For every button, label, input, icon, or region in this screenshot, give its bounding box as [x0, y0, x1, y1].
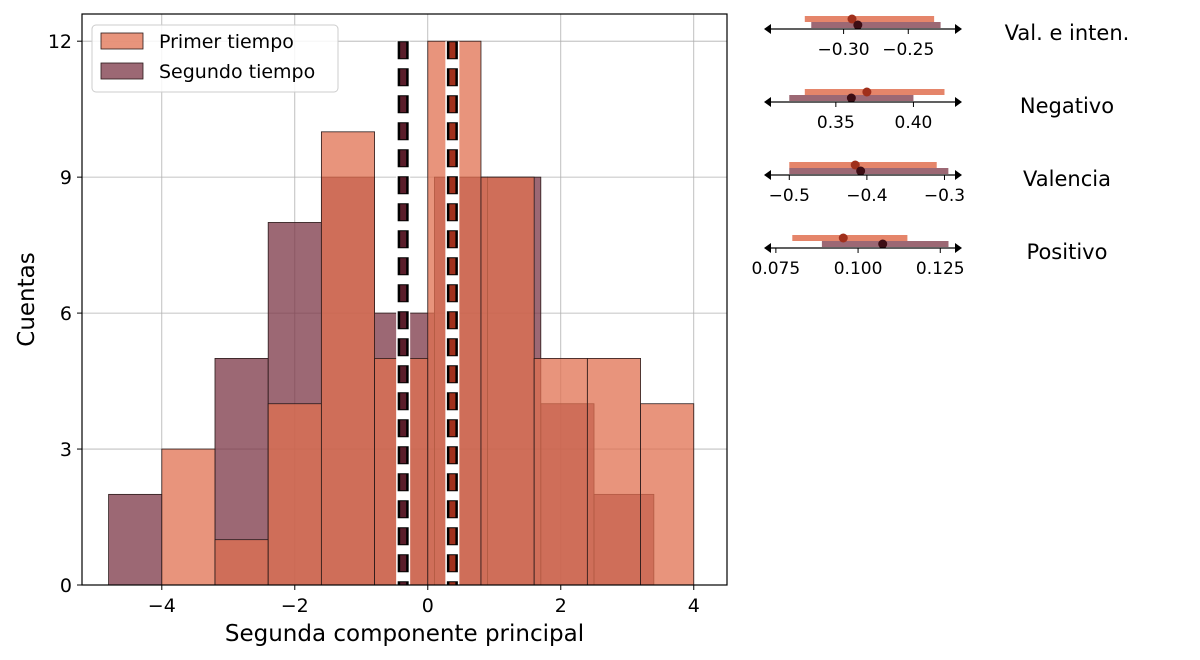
interval-panels: −0.30 −0.25 Val. e inten. 0.35 0.40 Negativo −… [752, 14, 1130, 279]
x-axis-label: Segunda componente principal [225, 621, 584, 647]
interval-bar [811, 22, 941, 28]
interval-panel-label: Positivo [1027, 240, 1108, 264]
interval-tick-label: 0.125 [916, 259, 965, 279]
interval-panel: 0.075 0.100 0.125 Positivo [752, 233, 1108, 279]
y-tick-label: 0 [60, 575, 72, 597]
histogram-bar [533, 358, 588, 586]
y-axis-label: Cuentas [14, 252, 40, 346]
interval-tick-label: 0.40 [895, 113, 933, 133]
axis-arrow-left [764, 24, 771, 34]
interval-bar [804, 89, 945, 95]
x-tick-label: −2 [281, 595, 309, 617]
mean-point [856, 166, 866, 176]
interval-tick-label: 0.100 [834, 259, 883, 279]
interval-panel-label: Negativo [1020, 94, 1114, 118]
axis-arrow-right [955, 170, 962, 180]
interval-tick-label: −0.5 [769, 186, 810, 206]
y-tick-label: 6 [60, 303, 72, 325]
interval-tick-label: −0.3 [924, 186, 965, 206]
interval-panel: 0.35 0.40 Negativo [764, 87, 1114, 133]
y-tick-label: 3 [60, 439, 72, 461]
interval-bar [804, 16, 935, 22]
histogram-bar [480, 176, 535, 586]
interval-panel-label: Val. e inten. [1005, 21, 1130, 45]
histogram-bar [640, 403, 695, 586]
axis-arrow-right [955, 97, 962, 107]
x-tick-label: −4 [148, 595, 176, 617]
interval-bar [789, 162, 937, 168]
histogram-bar [161, 448, 216, 586]
axis-arrow-left [764, 97, 771, 107]
histogram-chart: −4 −2 0 2 4 0 3 6 9 12 Segunda componente principa… [14, 13, 728, 647]
interval-bar [792, 235, 908, 241]
histogram-bar [267, 403, 322, 586]
interval-tick-label: −0.30 [818, 40, 870, 60]
x-tick-label: 0 [422, 595, 434, 617]
histogram-bar [320, 131, 375, 586]
y-tick-label: 12 [48, 31, 72, 53]
interval-tick-label: −0.25 [882, 40, 934, 60]
mean-point [850, 160, 860, 170]
mean-point [878, 239, 888, 249]
plot-frame [81, 13, 728, 586]
histogram-bar [586, 358, 641, 586]
legend-box [91, 24, 339, 93]
axis-arrow-right [955, 24, 962, 34]
interval-panel-label: Valencia [1023, 167, 1111, 191]
mean-point [847, 14, 857, 24]
interval-bar [789, 168, 949, 174]
mean-point [853, 20, 863, 30]
histogram-bar [108, 493, 163, 586]
y-tick-label: 9 [60, 167, 72, 189]
legend-label: Primer tiempo [159, 31, 294, 53]
x-tick-label: 2 [555, 595, 567, 617]
interval-panel: −0.30 −0.25 Val. e inten. [764, 14, 1130, 60]
x-tick-label: 4 [688, 595, 700, 617]
mean-point [862, 87, 872, 97]
mean-point [846, 93, 856, 103]
legend-swatch [100, 62, 144, 80]
legend-label: Segundo tiempo [159, 61, 315, 83]
axis-arrow-left [764, 170, 771, 180]
axis-arrow-left [764, 243, 771, 253]
legend: Primer tiempo Segundo tiempo [91, 24, 339, 93]
interval-tick-label: 0.35 [817, 113, 855, 133]
interval-tick-label: −0.4 [846, 186, 887, 206]
histogram-bar [214, 539, 269, 586]
interval-tick-label: 0.075 [752, 259, 801, 279]
mean-point [838, 233, 848, 243]
interval-panel: −0.5 −0.4 −0.3 Valencia [764, 160, 1111, 206]
legend-swatch [100, 32, 144, 50]
axis-arrow-right [955, 243, 962, 253]
